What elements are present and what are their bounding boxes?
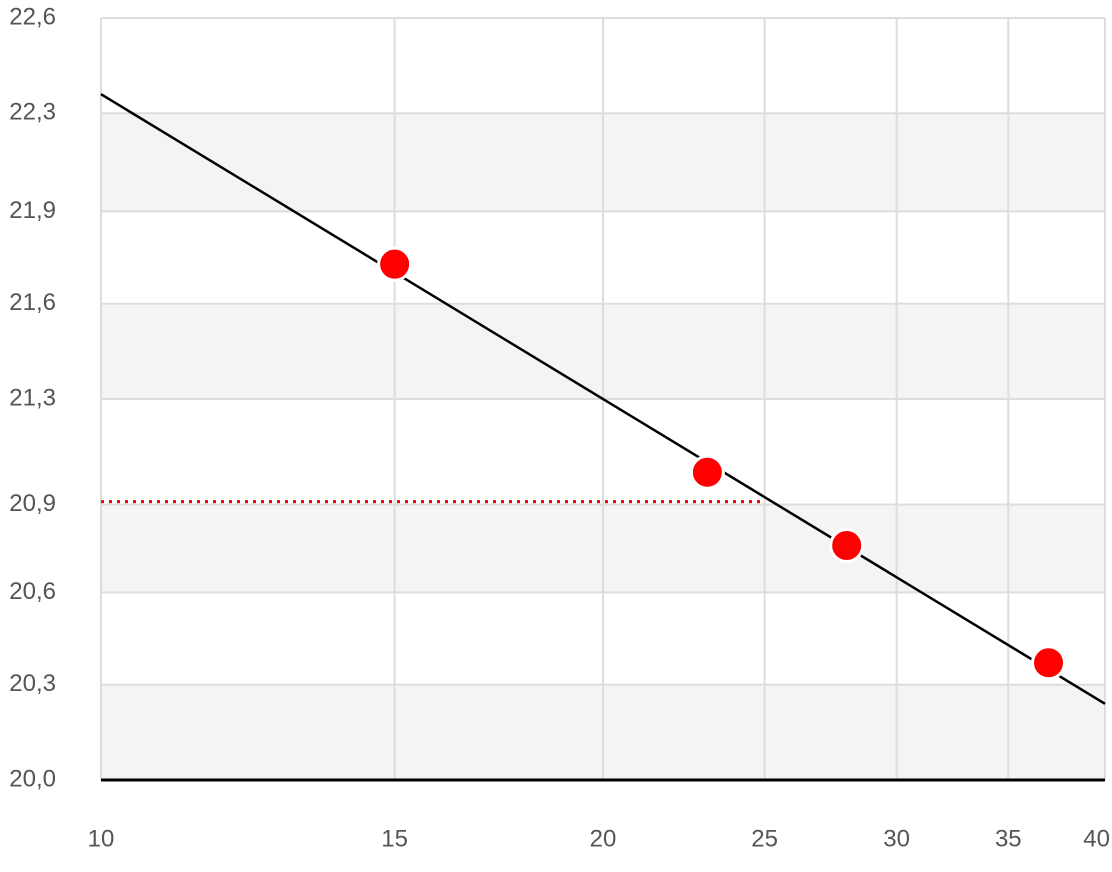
x-tick-label: 15 — [381, 825, 408, 852]
point — [829, 528, 865, 564]
y-tick-label: 20,6 — [9, 578, 56, 605]
y-tick-label: 20,0 — [9, 765, 56, 792]
point — [1031, 645, 1067, 681]
x-tick-label: 40 — [1083, 825, 1110, 852]
y-tick-label: 21,6 — [9, 289, 56, 316]
y-tick-label: 20,3 — [9, 670, 56, 697]
trend-line — [100, 93, 1106, 705]
x-tick-label: 20 — [590, 825, 617, 852]
y-tick-label: 22,3 — [9, 99, 56, 126]
y-tick-label: 20,9 — [9, 490, 56, 517]
x-tick-label: 25 — [751, 825, 778, 852]
y-tick-label: 21,3 — [9, 384, 56, 411]
point — [689, 454, 725, 490]
x-tick-label: 35 — [995, 825, 1022, 852]
point — [377, 246, 413, 282]
y-tick-label: 21,9 — [9, 197, 56, 224]
y-tick-label: 22,6 — [9, 3, 56, 30]
x-tick-label: 30 — [883, 825, 910, 852]
x-tick-label: 10 — [88, 825, 115, 852]
